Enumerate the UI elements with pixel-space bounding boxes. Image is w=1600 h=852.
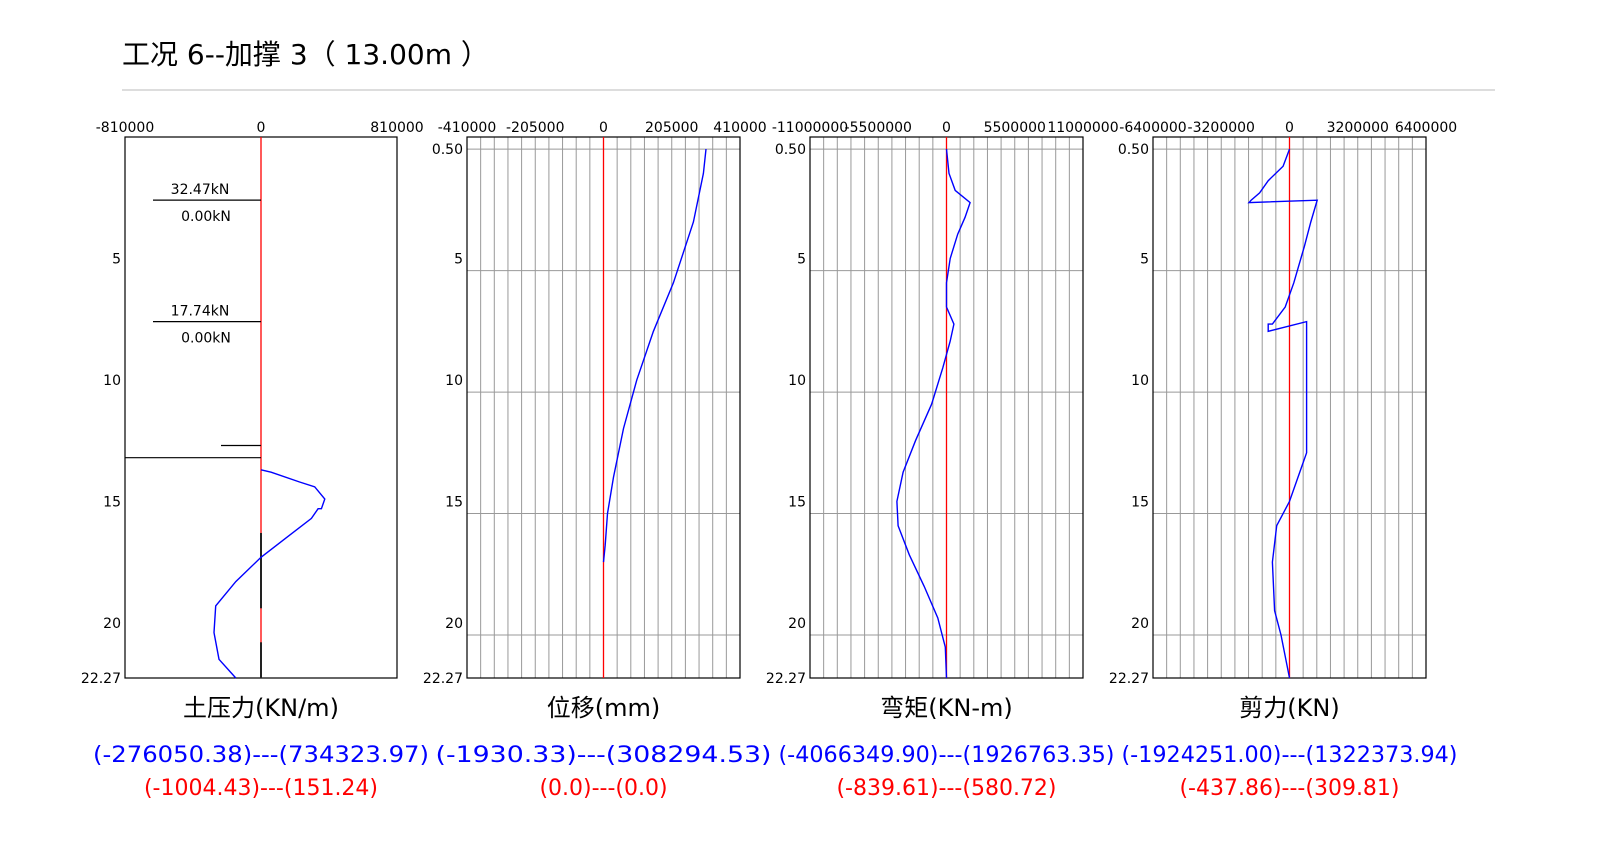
x-tick-label: -5500000	[845, 120, 912, 136]
x-tick-label: 205000	[645, 120, 698, 136]
x-tick-label: 810000	[370, 120, 423, 136]
y-tick-label: 0.50	[432, 142, 463, 158]
earth-pressure-chart: -810000 0 810000 5 10 15 20 22.27 32.47kN 0.00kN 1…	[81, 120, 429, 801]
y-tick-label: 5	[112, 251, 121, 267]
y-tick-label: 5	[454, 251, 463, 267]
y-tick-label: 10	[1131, 373, 1149, 389]
earth-pressure-caption: 土压力(KN/m)	[183, 694, 339, 722]
bending-moment-range-reference: (-839.61)---(580.72)	[836, 776, 1056, 801]
bending-moment-chart: -11000000-5500000 0 5500000 11000000 0.50 5 10…	[766, 120, 1119, 801]
y-tick-label: 22.27	[81, 671, 121, 687]
x-tick-label: 410000	[713, 120, 766, 136]
y-tick-label: 0.50	[1118, 142, 1149, 158]
x-tick-label: 3200000	[1327, 120, 1389, 136]
x-tick-label: -3200000	[1188, 120, 1255, 136]
x-tick-label: 11000000	[1047, 120, 1118, 136]
x-tick-label: 0	[942, 120, 951, 136]
bending-moment-range-result: (-4066349.90)---(1926763.35)	[779, 743, 1115, 768]
chart-panels: -810000 0 810000 5 10 15 20 22.27 32.47kN 0.00kN 1…	[81, 120, 1458, 801]
y-tick-label: 20	[445, 616, 463, 632]
sheet-title: 工况 6--加撑 3（ 13.00m ）	[122, 38, 489, 71]
strut-force-label: 0.00kN	[181, 331, 231, 347]
y-tick-label: 15	[1131, 494, 1149, 510]
shear-force-series-line	[1247, 148, 1319, 679]
x-tick-label: 0	[599, 120, 608, 136]
earth-pressure-series-line	[213, 469, 326, 679]
y-tick-label: 20	[788, 616, 806, 632]
x-tick-label: -205000	[506, 120, 565, 136]
strut-force-label: 17.74kN	[171, 304, 230, 320]
y-tick-label: 10	[788, 373, 806, 389]
displacement-range-reference: (0.0)---(0.0)	[539, 776, 667, 801]
y-tick-label: 20	[103, 616, 121, 632]
x-tick-label: 0	[1285, 120, 1294, 136]
x-tick-label: 5500000	[984, 120, 1046, 136]
shear-force-range-result: (-1924251.00)---(1322373.94)	[1122, 743, 1458, 768]
y-tick-label: 0.50	[775, 142, 806, 158]
earth-pressure-range-reference: (-1004.43)---(151.24)	[144, 776, 378, 801]
displacement-series-line	[602, 149, 707, 563]
shear-force-chart: -6400000 -3200000 0 3200000 6400000 0.50 5 10 15…	[1109, 120, 1458, 801]
y-tick-label: 10	[103, 373, 121, 389]
x-tick-label: -810000	[96, 120, 155, 136]
x-tick-label: 0	[257, 120, 266, 136]
y-tick-label: 20	[1131, 616, 1149, 632]
displacement-chart: -410000 -205000 0 205000 410000 0.50 5 10 15 20 22…	[423, 120, 772, 801]
y-tick-label: 15	[103, 494, 121, 510]
x-tick-label: -410000	[438, 120, 497, 136]
bending-moment-series-line	[896, 149, 971, 679]
y-tick-label: 15	[788, 494, 806, 510]
x-tick-label: -6400000	[1119, 120, 1186, 136]
x-tick-label: -11000000	[772, 120, 848, 136]
x-tick-label: 6400000	[1395, 120, 1457, 136]
bending-moment-caption: 弯矩(KN-m)	[880, 694, 1012, 722]
displacement-caption: 位移(mm)	[547, 694, 660, 722]
y-tick-label: 15	[445, 494, 463, 510]
y-tick-label: 5	[797, 251, 806, 267]
shear-force-caption: 剪力(KN)	[1239, 694, 1339, 722]
y-tick-label: 22.27	[766, 671, 806, 687]
y-tick-label: 22.27	[423, 671, 463, 687]
y-tick-label: 10	[445, 373, 463, 389]
y-tick-label: 22.27	[1109, 671, 1149, 687]
earth-pressure-range-result: (-276050.38)---(734323.97)	[93, 743, 429, 768]
shear-force-range-reference: (-437.86)---(309.81)	[1179, 776, 1399, 801]
displacement-range-result: (-1930.33)---(308294.53)	[436, 743, 772, 768]
strut-force-label: 32.47kN	[171, 182, 230, 198]
strut-force-label: 0.00kN	[181, 209, 231, 225]
y-tick-label: 5	[1140, 251, 1149, 267]
